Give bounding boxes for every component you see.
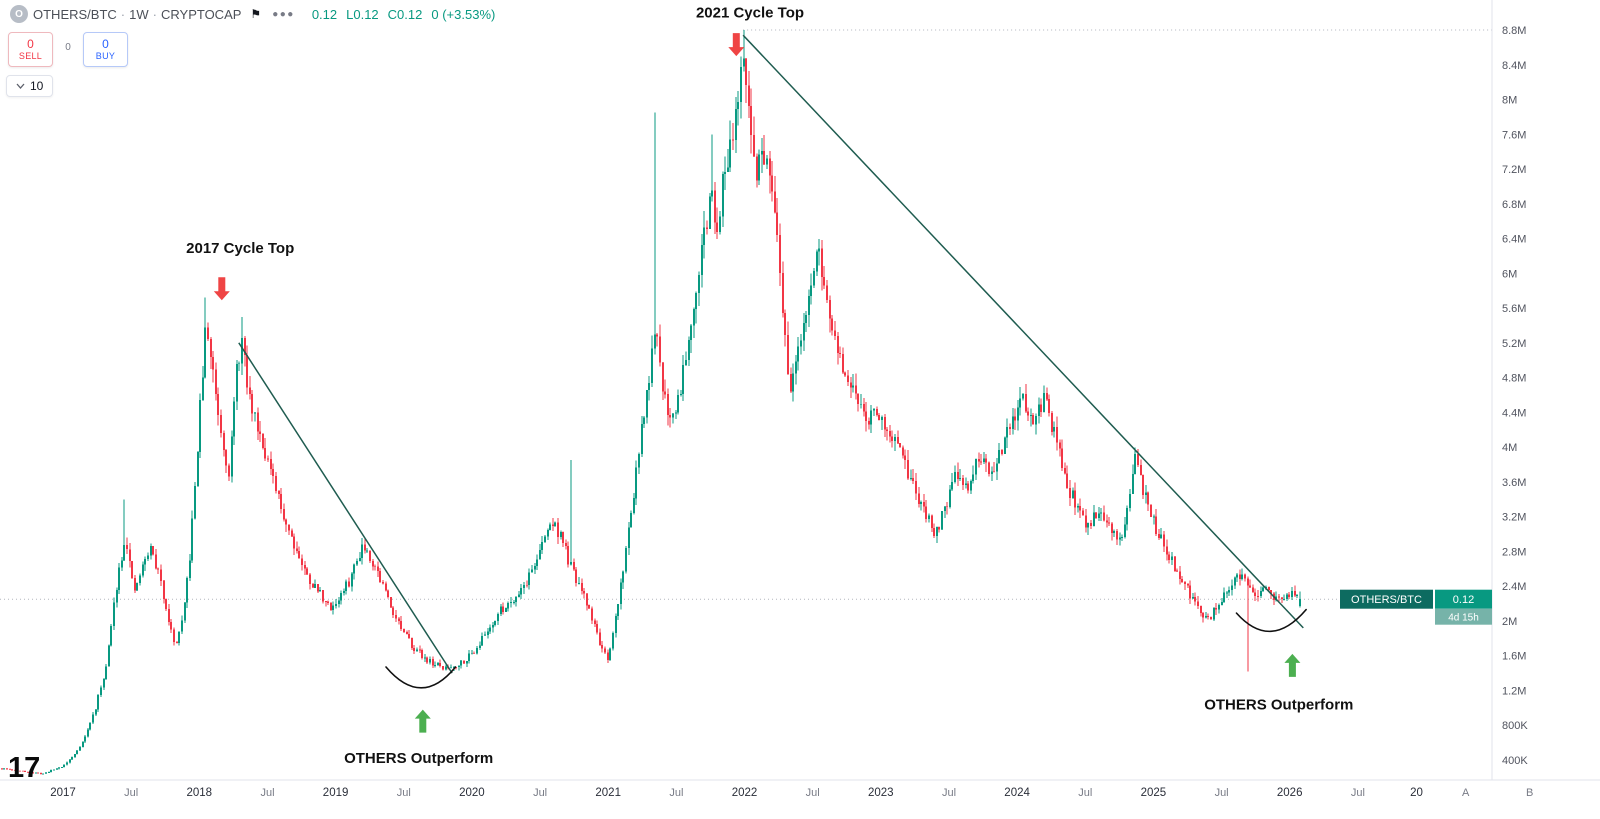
svg-text:2021: 2021 [595,787,621,799]
candlestick-series[interactable] [1,30,1302,775]
exchange-label: CRYPTOCAP [160,6,242,22]
more-options-icon[interactable]: ●●● [272,8,295,20]
svg-text:2.8M: 2.8M [1502,546,1526,558]
svg-text:8M: 8M [1502,95,1517,107]
svg-text:Jul: Jul [669,787,683,799]
quote-low: L0.12 [346,6,379,22]
chevron-down-icon [16,83,25,89]
svg-text:Jul: Jul [1351,787,1365,799]
symbol-title[interactable]: OTHERS/BTC · 1W · CRYPTOCAP [33,7,241,22]
svg-text:Jul: Jul [942,787,956,799]
bar-countdown-badge [1435,608,1492,625]
svg-text:400K: 400K [1502,755,1528,767]
svg-text:8.4M: 8.4M [1502,60,1526,72]
trendline-2[interactable] [742,34,1304,629]
buy-button[interactable]: 0 BUY [83,32,128,67]
svg-text:2022: 2022 [732,787,758,799]
last-price-badge [1435,589,1492,609]
bar-count-dropdown[interactable]: 10 [6,75,54,97]
bar-count-value: 10 [30,79,44,93]
annotation-text[interactable]: 2017 Cycle Top [186,240,294,257]
symbol-name[interactable]: OTHERS/BTC [33,6,117,22]
title-separator: · [120,6,126,22]
quote-close: C0.12 [387,6,423,22]
svg-text:Jul: Jul [260,787,274,799]
svg-text:Jul: Jul [533,787,547,799]
svg-text:2019: 2019 [323,787,349,799]
svg-text:Jul: Jul [124,787,138,799]
scale-toggle-b[interactable]: B [1526,787,1533,799]
down-arrow-icon[interactable] [728,33,745,57]
buy-label: BUY [95,50,116,61]
arc-annotation[interactable] [1235,608,1307,633]
svg-text:7.2M: 7.2M [1502,164,1526,176]
ohlc-readout: 0.12 L0.12 C0.12 0 (+3.53%) [312,7,505,22]
spread-value: 0 [65,42,71,53]
bar-countdown-value: 4d 15h [1448,613,1479,624]
down-arrow-icon[interactable] [213,277,230,301]
svg-text:3.2M: 3.2M [1502,512,1526,524]
svg-text:2024: 2024 [1004,787,1030,799]
svg-text:6.8M: 6.8M [1502,199,1526,211]
svg-text:2023: 2023 [868,787,894,799]
price-axis-label: OTHERS/BTC 0.12 4d 15h [1340,589,1492,625]
symbol-logo[interactable]: O [10,5,28,23]
svg-text:2018: 2018 [187,787,213,799]
up-arrow-icon[interactable] [1284,653,1301,677]
svg-text:5.6M: 5.6M [1502,303,1526,315]
trade-panel: 0 SELL 0 0 BUY [8,32,128,67]
interval-label[interactable]: 1W [129,6,149,22]
quote-change: 0 (+3.53%) [431,6,496,22]
annotation-text[interactable]: 2021 Cycle Top [696,5,804,22]
svg-text:1.2M: 1.2M [1502,685,1526,697]
svg-text:2M: 2M [1502,616,1517,628]
price-scale[interactable]: 8.8M 8.4M 8M 7.6M 7.2M 6.8M 6.4M 6M 5.6M 5.2M 4.8M… [1502,25,1528,767]
svg-text:1.6M: 1.6M [1502,651,1526,663]
symbol-logo-letter: O [15,8,23,20]
flag-icon[interactable]: ⚑ [250,7,262,21]
svg-text:2017: 2017 [50,787,76,799]
buy-count: 0 [102,36,109,51]
last-price-value: 0.12 [1453,594,1474,606]
svg-text:8.8M: 8.8M [1502,25,1526,37]
svg-text:2025: 2025 [1141,787,1167,799]
symbol-price-tag-text: OTHERS/BTC [1351,594,1422,606]
svg-text:3.6M: 3.6M [1502,477,1526,489]
svg-text:Jul: Jul [1215,787,1229,799]
title-separator: · [152,6,157,22]
svg-text:4.4M: 4.4M [1502,407,1526,419]
sell-count: 0 [27,36,34,51]
arc-annotation[interactable] [385,666,457,689]
svg-text:4M: 4M [1502,442,1517,454]
chart-header: O OTHERS/BTC · 1W · CRYPTOCAP ⚑ ●●● 0.12… [10,5,504,23]
up-arrow-icon[interactable] [414,709,431,733]
sell-label: SELL [18,50,43,61]
svg-text:6M: 6M [1502,268,1517,280]
svg-text:Jul: Jul [806,787,820,799]
svg-text:6.4M: 6.4M [1502,234,1526,246]
annotation-text[interactable]: OTHERS Outperform [1204,696,1353,713]
svg-text:800K: 800K [1502,720,1528,732]
time-scale[interactable]: 2017 Jul 2018 Jul 2019 Jul 2020 Jul 2021 Jul 2022 J… [50,787,1423,799]
svg-text:7.6M: 7.6M [1502,129,1526,141]
svg-text:2020: 2020 [459,787,485,799]
annotation-text[interactable]: OTHERS Outperform [344,750,493,767]
svg-text:Jul: Jul [397,787,411,799]
svg-text:4.8M: 4.8M [1502,373,1526,385]
svg-text:5.2M: 5.2M [1502,338,1526,350]
quote-open: 0.12 [311,6,338,22]
symbol-price-tag [1340,589,1433,609]
trendline-1[interactable] [238,342,453,674]
scale-toggle-a[interactable]: A [1462,787,1470,799]
svg-text:2.4M: 2.4M [1502,581,1526,593]
tradingview-logo[interactable]: 17 [8,752,40,784]
sell-button[interactable]: 0 SELL [8,32,53,67]
svg-text:20: 20 [1410,787,1423,799]
svg-text:Jul: Jul [1078,787,1092,799]
svg-text:2026: 2026 [1277,787,1303,799]
